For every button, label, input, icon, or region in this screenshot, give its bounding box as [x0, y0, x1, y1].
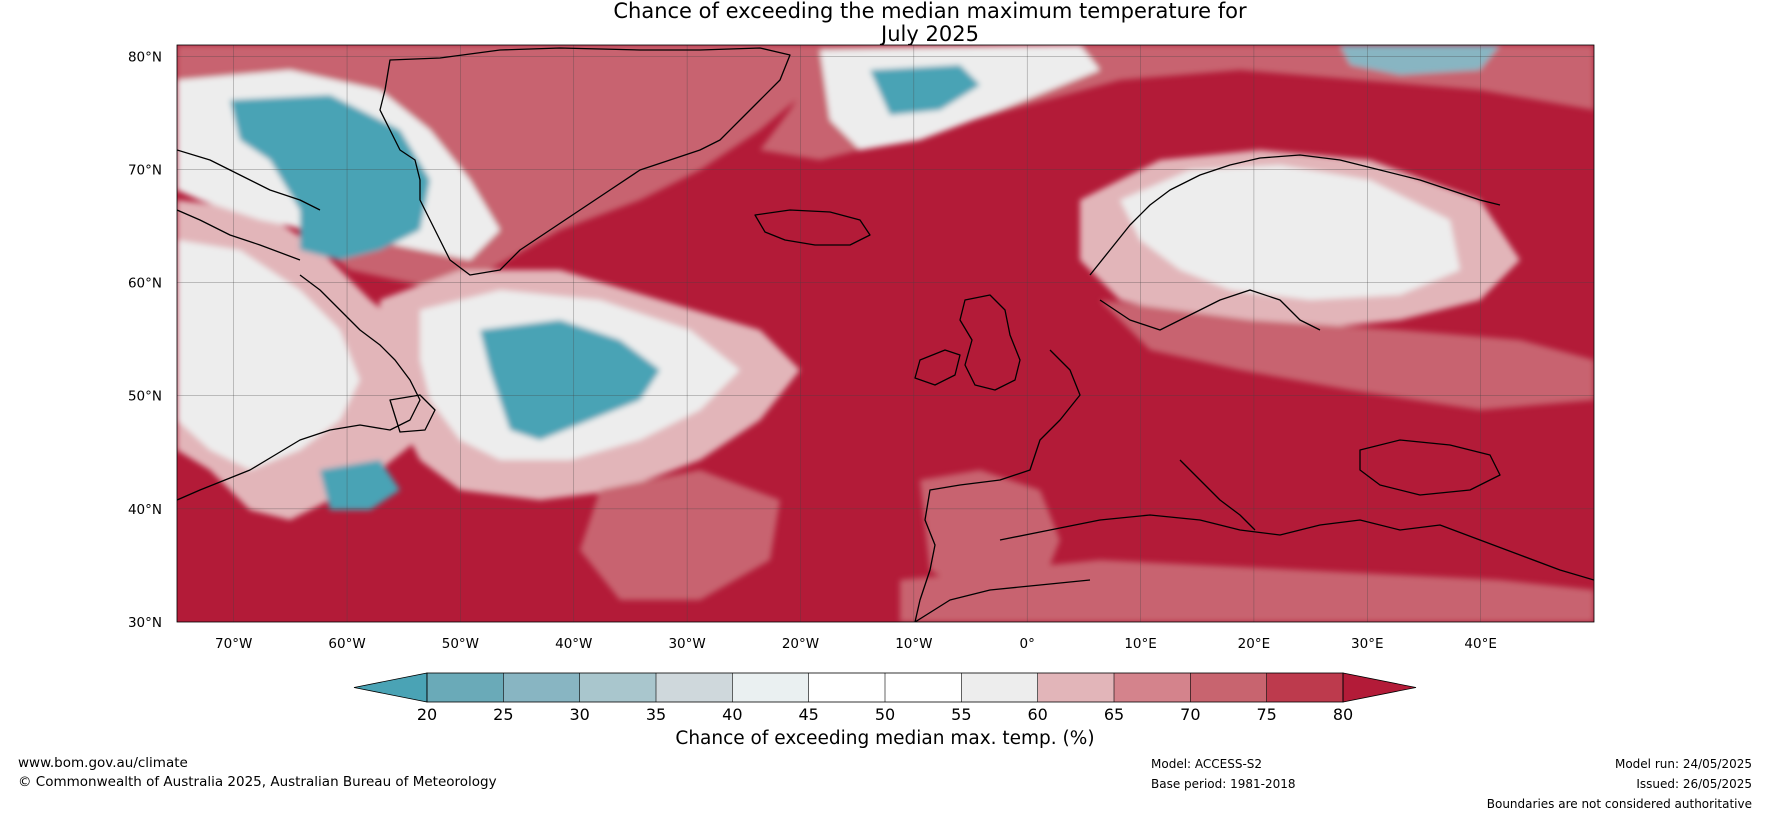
region-atlantic-cool	[480, 320, 660, 440]
map-title-line2: July 2025	[881, 22, 979, 46]
colorbar-tick-label: 40	[722, 705, 742, 724]
region-greenland-cool	[230, 95, 430, 260]
coast-baltic	[1099, 289, 1321, 331]
colorbar-tick-label: 35	[646, 705, 666, 724]
footer-model-run: Model run: 24/05/2025	[1614, 757, 1752, 771]
colorbar-tick-label: 55	[951, 705, 971, 724]
coast-north-africa	[914, 579, 1091, 622]
coast-greenland	[379, 47, 791, 276]
colorbar-tick-label: 20	[417, 705, 437, 724]
lat-label: 80°N	[128, 49, 162, 65]
region-scandinavia-neutral	[1120, 165, 1460, 300]
footer-base-period: Base period: 1981-2018	[1151, 777, 1296, 791]
region-sahara-warm	[900, 560, 1594, 622]
colorbar-tick-label: 70	[1180, 705, 1200, 724]
footer-copyright: © Commonwealth of Australia 2025, Austra…	[18, 774, 497, 790]
lon-label: 0°	[1020, 636, 1035, 652]
map-title-line1: Chance of exceeding the median maximum t…	[613, 0, 1247, 23]
colorbar-segment	[1266, 673, 1343, 702]
coast-mediterranean	[999, 514, 1594, 581]
colorbar-segment	[808, 673, 885, 702]
lon-label: 70°W	[215, 636, 252, 652]
region-svalbard-cool	[870, 65, 980, 115]
longitude-labels: 70°W 60°W 50°W 40°W 30°W 20°W 10°W 0° 10°E 20°E 30…	[215, 636, 1497, 652]
footer-disclaimer: Boundaries are not considered authoritat…	[1486, 797, 1752, 811]
lon-label: 20°E	[1238, 636, 1270, 652]
coastlines	[177, 47, 1594, 622]
lon-label: 40°E	[1464, 636, 1496, 652]
lon-label: 60°W	[328, 636, 365, 652]
colorbar-tick-label: 80	[1333, 705, 1353, 724]
probability-field	[177, 45, 1594, 622]
colorbar-segment	[885, 673, 962, 702]
lat-label: 70°N	[128, 162, 162, 178]
coast-italy	[1179, 459, 1256, 531]
colorbar-tick-label: 60	[1027, 705, 1047, 724]
colorbar-tick-label: 25	[493, 705, 513, 724]
latitude-labels: 80°N 70°N 60°N 50°N 40°N 30°N	[128, 49, 162, 631]
colorbar-segment	[1190, 673, 1267, 702]
region-labrador-neutral	[177, 240, 360, 470]
lat-label: 60°N	[128, 276, 162, 292]
region-russia-warm	[1100, 300, 1594, 410]
region-subtropical-warm	[580, 470, 780, 600]
lon-label: 50°W	[442, 636, 479, 652]
coast-black-sea	[1359, 439, 1501, 496]
map-title: Chance of exceeding the median maximum t…	[45, 0, 1770, 46]
lon-label: 30°W	[668, 636, 705, 652]
lon-label: 20°W	[782, 636, 819, 652]
coast-canada-arctic	[177, 149, 321, 261]
colorbar-segment	[656, 673, 733, 702]
lon-label: 10°E	[1124, 636, 1156, 652]
colorbar-extend-low	[353, 672, 428, 703]
map-frame	[176, 44, 1595, 623]
colorbar-tick-label: 45	[798, 705, 818, 724]
map-panel	[177, 45, 1594, 622]
coast-british-isles	[914, 294, 1021, 391]
colorbar: 20 25 30 35 40 45 50 55 60 65 70 75 80	[353, 672, 1417, 724]
coast-iceland	[754, 209, 871, 246]
colorbar-segment	[732, 673, 809, 702]
graticule	[177, 45, 1594, 622]
region-newfoundland-cool	[320, 460, 400, 510]
footer-issued: Issued: 26/05/2025	[1636, 777, 1752, 791]
footer-model: Model: ACCESS-S2	[1151, 757, 1263, 771]
footer-website: www.bom.gov.au/climate	[18, 755, 188, 771]
colorbar-tick-label: 75	[1256, 705, 1276, 724]
colorbar-segment	[579, 673, 656, 702]
colorbar-tick-label: 50	[875, 705, 895, 724]
coast-labrador	[177, 274, 421, 501]
colorbar-extend-high	[1342, 672, 1417, 703]
lat-label: 50°N	[128, 389, 162, 405]
colorbar-segment	[427, 673, 504, 702]
lat-label: 40°N	[128, 502, 162, 518]
region-barents-cool	[1340, 45, 1500, 75]
colorbar-label: Chance of exceeding median max. temp. (%…	[675, 728, 1094, 749]
colorbar-tick-label: 65	[1104, 705, 1124, 724]
lon-label: 10°W	[895, 636, 932, 652]
colorbar-segment	[1037, 673, 1114, 702]
colorbar-tick-label: 30	[569, 705, 589, 724]
lon-label: 30°E	[1351, 636, 1383, 652]
coast-newfoundland	[389, 394, 436, 433]
coast-norway	[1089, 154, 1501, 276]
lat-label: 30°N	[128, 615, 162, 631]
lon-label: 40°W	[555, 636, 592, 652]
coast-europe-west	[914, 349, 1081, 622]
colorbar-segment	[961, 673, 1038, 702]
colorbar-segment	[1114, 673, 1191, 702]
colorbar-segment	[503, 673, 580, 702]
